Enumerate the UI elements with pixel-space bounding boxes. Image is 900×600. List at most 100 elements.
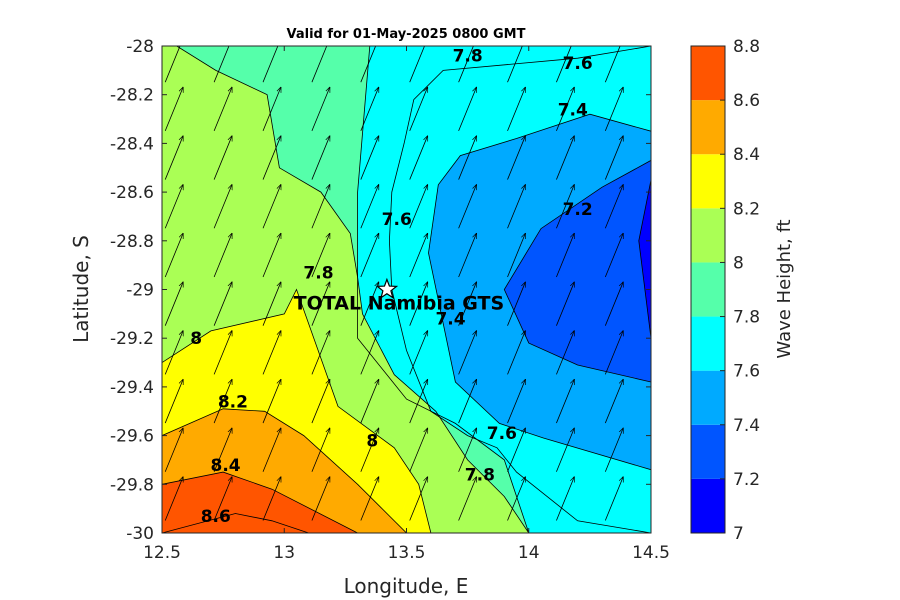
wind-vector-arrow (604, 184, 624, 229)
wind-vector-arrow (262, 330, 282, 375)
wind-vector-arrow (604, 87, 624, 132)
wind-vector-arrow (164, 476, 184, 521)
contour-label: 8.6 (201, 507, 231, 527)
wind-vector-arrow (360, 476, 380, 521)
colorbar-swatch (691, 424, 725, 479)
y-tick-label: -28.6 (110, 183, 154, 203)
wind-vector-arrow (311, 46, 328, 83)
wind-vector-arrow (262, 428, 282, 472)
wind-vector-arrow (311, 184, 331, 229)
y-tick-label: -29.8 (110, 475, 154, 495)
colorbar-tick-label: 7 (733, 524, 744, 544)
wind-vector-arrow (164, 87, 184, 132)
contour-label: 8 (366, 431, 378, 451)
colorbar-tick-label: 8.4 (733, 145, 760, 165)
wind-vector-arrow (556, 476, 575, 521)
wind-vector-arrow (311, 476, 331, 521)
wind-vector-arrow (213, 233, 233, 278)
wind-vector-arrow (213, 379, 233, 424)
station-star-icon (375, 277, 399, 299)
y-tick-label: -28.4 (110, 134, 154, 154)
wind-vector-arrow (164, 136, 184, 180)
y-tick-label: -28.8 (110, 232, 154, 252)
wind-vector-arrow (164, 330, 184, 375)
chart-title: Valid for 01-May-2025 0800 GMT (287, 27, 526, 42)
colorbar-swatch (691, 208, 725, 263)
wind-vector-arrow (507, 379, 526, 424)
wind-vector-arrow (556, 46, 572, 83)
wind-vector-arrow (311, 233, 331, 278)
wind-vector-arrow (213, 282, 233, 326)
y-tick-label: -30 (126, 524, 154, 544)
wind-vector-arrow (409, 282, 429, 326)
wind-vector-arrow (360, 46, 377, 83)
colorbar-swatch (691, 46, 725, 101)
wind-vector-arrow (262, 233, 282, 278)
wind-vector-arrow (213, 184, 233, 229)
wind-vector-arrow (556, 428, 575, 472)
wind-vector-arrow (604, 136, 624, 180)
wind-vector-arrow (213, 87, 233, 132)
x-tick-label: 14 (518, 543, 540, 563)
x-axis-label: Longitude, E (344, 574, 469, 598)
x-tick-label: 13 (273, 543, 295, 563)
contour-label: 7.8 (465, 466, 495, 486)
wind-vector-arrow (604, 282, 624, 326)
wind-vector-arrow (556, 330, 575, 375)
colorbar-frame (690, 45, 726, 534)
contour-line-7 (638, 179, 651, 339)
contour-fill-7-2 (504, 46, 651, 382)
contour-label: 7.8 (453, 47, 483, 67)
wind-vector-arrow (311, 282, 331, 326)
contour-fill-7 (638, 179, 651, 339)
contour-label: 7.6 (563, 54, 593, 74)
wind-vector-arrow (409, 476, 429, 521)
contour-label: 7.2 (563, 200, 593, 220)
wind-vector-arrow (164, 282, 184, 326)
y-tick-label: -28.2 (110, 86, 154, 106)
contour-fill-8-6 (162, 472, 358, 533)
wind-vector-arrow (213, 476, 233, 521)
wind-vector-arrow (556, 282, 575, 326)
wind-vectors (164, 46, 624, 521)
contour-line-8-4 (162, 408, 407, 533)
wind-vector-arrow (311, 428, 331, 472)
contour-labels: 7.8 7.6 7.4 7.2 7.6 7.8 8 7.4 8.2 8 7.6 8.4 7.8 8.6 (190, 47, 592, 527)
wind-vector-arrow (409, 136, 429, 180)
colorbar: 7 7.2 7.4 7.6 7.8 8 8.2 8.4 8.6 8.8 (690, 37, 760, 544)
wind-vector-arrow (556, 87, 575, 132)
wind-vector-arrow (458, 136, 477, 180)
wind-vector-arrow (604, 330, 624, 375)
wind-vector-arrow (458, 233, 477, 278)
contour-line-7-8 (162, 46, 651, 533)
wind-vector-arrow (213, 330, 233, 375)
x-axis: 12.5 13 13.5 14 14.5 (143, 46, 670, 563)
wind-vector-arrow (507, 428, 526, 472)
wind-vector-arrow (409, 379, 429, 424)
wind-vector-arrow (213, 428, 233, 472)
x-tick-label: 14.5 (632, 543, 670, 563)
station-marker: TOTAL Namibia GTS (294, 277, 504, 315)
y-tick-label: -29 (126, 281, 154, 301)
colorbar-label: Wave Height, ft (774, 219, 795, 358)
wind-vector-arrow (409, 428, 429, 472)
wind-vector-arrow (213, 136, 233, 180)
contour-line-7-2 (503, 160, 651, 383)
wind-vector-arrow (360, 379, 380, 424)
wind-vector-arrow (164, 428, 184, 472)
wind-vector-arrow (604, 233, 624, 278)
wind-vector-arrow (409, 330, 429, 375)
wind-vector-arrow (409, 184, 429, 229)
wind-vector-arrow (360, 330, 380, 375)
wind-vector-arrow (556, 233, 575, 278)
wind-vector-arrow (311, 379, 331, 424)
wind-vector-arrow (409, 233, 429, 278)
colorbar-tick-label: 7.4 (733, 416, 760, 436)
wind-vector-arrow (556, 184, 575, 229)
wind-vector-arrow (311, 330, 331, 375)
colorbar-swatch (691, 154, 725, 209)
colorbar-tick-label: 8.2 (733, 199, 760, 219)
wind-vector-arrow (507, 233, 526, 278)
y-axis: -28 -28.2 -28.4 -28.6 -28.8 -29 -29.2 -29.4 -29.… (110, 37, 651, 544)
wind-vector-arrow (458, 476, 477, 521)
